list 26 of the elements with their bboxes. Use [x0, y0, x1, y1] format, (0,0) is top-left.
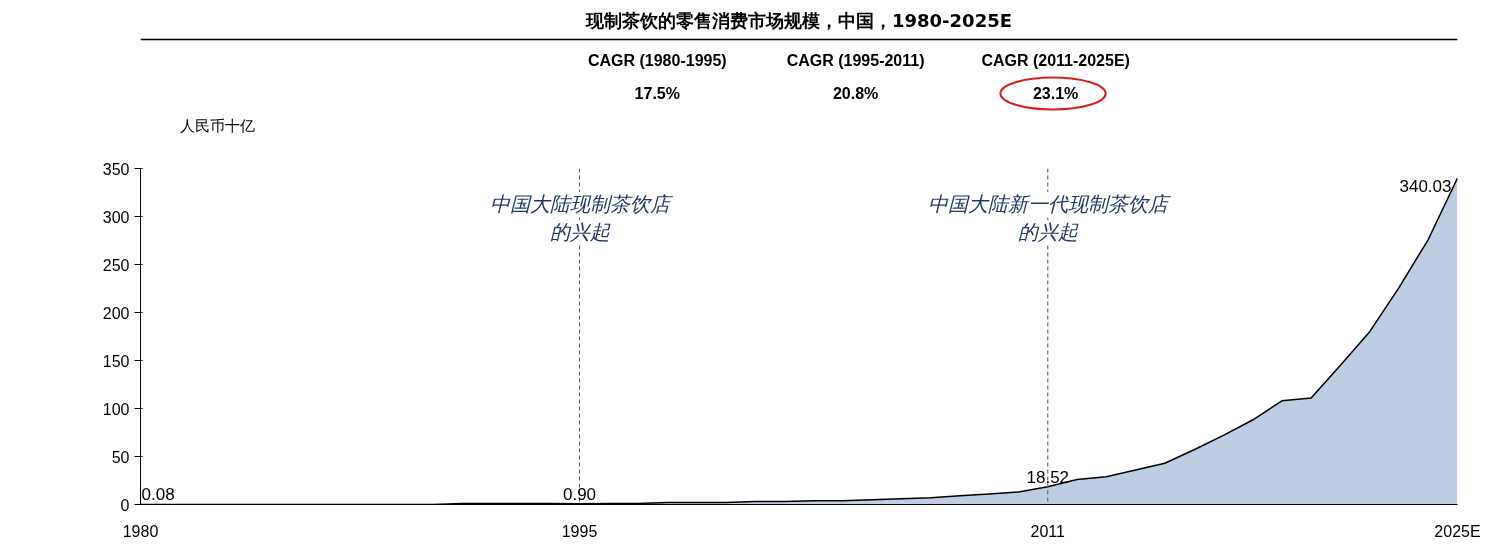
y-tick-label: 100	[102, 400, 130, 418]
text: 23.1%	[1032, 85, 1079, 102]
y-tick-label: 0	[120, 496, 130, 514]
x-tick-label: 1995	[561, 522, 598, 540]
data-label: 0.08	[141, 485, 175, 505]
text: 的兴起	[549, 220, 610, 245]
text: 20.8%	[832, 85, 879, 102]
text: CAGR (1980-1995)	[587, 52, 727, 69]
text: 的兴起	[1017, 220, 1078, 245]
y-tick-label: 300	[102, 208, 130, 226]
data-label: 340.03	[1399, 177, 1452, 197]
data-label: 18.52	[1026, 467, 1070, 487]
chart-title: 现制茶饮的零售消费市场规模，中国，1980-2025E	[585, 10, 1012, 31]
text: 17.5%	[634, 85, 680, 102]
x-tick-label: 2011	[1030, 522, 1066, 540]
data-label: 0.90	[562, 484, 597, 504]
y-tick-label: 50	[111, 448, 130, 466]
text: CAGR (1995-2011)	[786, 52, 925, 69]
y-tick-label: 150	[102, 352, 130, 370]
y-tick-label: 250	[102, 256, 130, 274]
y-tick-label: 350	[102, 160, 130, 178]
text: CAGR (2011-2025E)	[981, 52, 1130, 69]
x-tick-label: 1980	[122, 522, 159, 540]
x-tick-label: 2025E	[1434, 522, 1481, 540]
y-tick-label: 200	[102, 304, 130, 322]
y-axis-title: 人民币十亿	[179, 116, 255, 135]
